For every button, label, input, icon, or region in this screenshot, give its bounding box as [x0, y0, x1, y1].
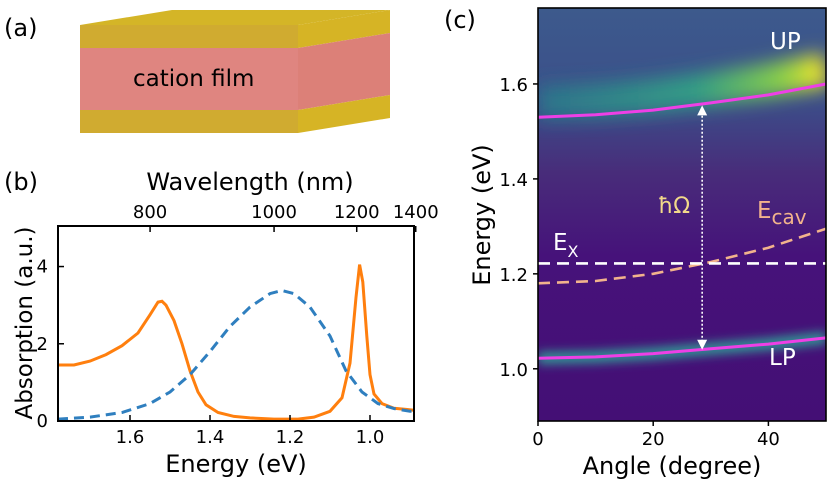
b-top-label: Wavelength (nm) [146, 168, 353, 196]
panel-a-label: (a) [4, 14, 37, 42]
b-xtick-label: 1.0 [356, 427, 385, 448]
lp-label: LP [769, 345, 796, 371]
b-ytick-label: 4 [37, 257, 48, 278]
ex-label: EX [553, 230, 579, 261]
up-branch-glow [538, 52, 826, 120]
ecav-sub: cav [772, 205, 807, 229]
ecav-main: E [757, 198, 772, 224]
up-label: UP [770, 29, 801, 55]
top-mirror-front [80, 25, 298, 48]
rabi-label: ħΩ [658, 194, 690, 219]
bottom-mirror-front [80, 110, 298, 133]
b-ytick-label: 0 [37, 411, 48, 432]
plot-frame-b [57, 225, 415, 422]
bottom-mirror-side [298, 95, 390, 133]
ecav-label: Ecav [757, 198, 807, 229]
b-xtick-label: 1.4 [196, 427, 225, 448]
b-top-tick-label: 1000 [251, 202, 297, 223]
mode-line-2 [538, 227, 826, 285]
b-ylabel: Absorption (a.u.) [12, 226, 38, 419]
panel-c-label: (c) [444, 6, 476, 34]
rabi-arrow-head-down [697, 339, 708, 350]
c-xlabel: Angle (degree) [583, 452, 762, 480]
mode-line-1 [538, 336, 826, 360]
c-ylabel: Energy (eV) [468, 144, 496, 286]
c-ytick-label: 1.6 [499, 75, 528, 96]
c-xtick-label: 0 [532, 429, 543, 450]
c-ytick-label: 1.4 [499, 170, 528, 191]
rabi-arrow-head-up [697, 105, 708, 116]
cation-film-schematic: cation film [80, 10, 390, 133]
c-ytick-label: 1.0 [499, 360, 528, 381]
plot-frame-c [537, 7, 827, 422]
ex-sub: X [568, 242, 579, 261]
b-xtick-label: 1.6 [116, 427, 145, 448]
c-xtick-label: 20 [642, 429, 665, 450]
b-top-tick-label: 1400 [393, 202, 439, 223]
film-side [298, 33, 390, 110]
top-mirror-side [298, 10, 390, 48]
ex-main: E [553, 230, 568, 256]
absorption-chart: 1.6 1.4 1.2 1.0 0 2 4 800 1000 1200 1400 Energy … [12, 168, 439, 478]
panel-b-label: (b) [4, 168, 38, 196]
b-xtick-label: 1.2 [276, 427, 305, 448]
mode-line-0 [538, 82, 826, 119]
dispersion-heatmap: 0 20 40 1.01.21.41.6 UP LP EX Ecav ħΩ Angl… [468, 7, 827, 480]
series-line-solid [58, 264, 415, 421]
film-front [80, 48, 298, 110]
film-label: cation film [133, 66, 254, 92]
series-line-dashed [57, 288, 414, 421]
b-top-tick-label: 800 [133, 202, 167, 223]
c-ytick-label: 1.2 [499, 265, 528, 286]
c-xtick-label: 40 [757, 429, 780, 450]
b-top-tick-label: 1200 [334, 202, 380, 223]
b-ytick-label: 2 [37, 334, 48, 355]
top-mirror-top-face [80, 10, 390, 25]
b-xlabel: Energy (eV) [165, 450, 307, 478]
